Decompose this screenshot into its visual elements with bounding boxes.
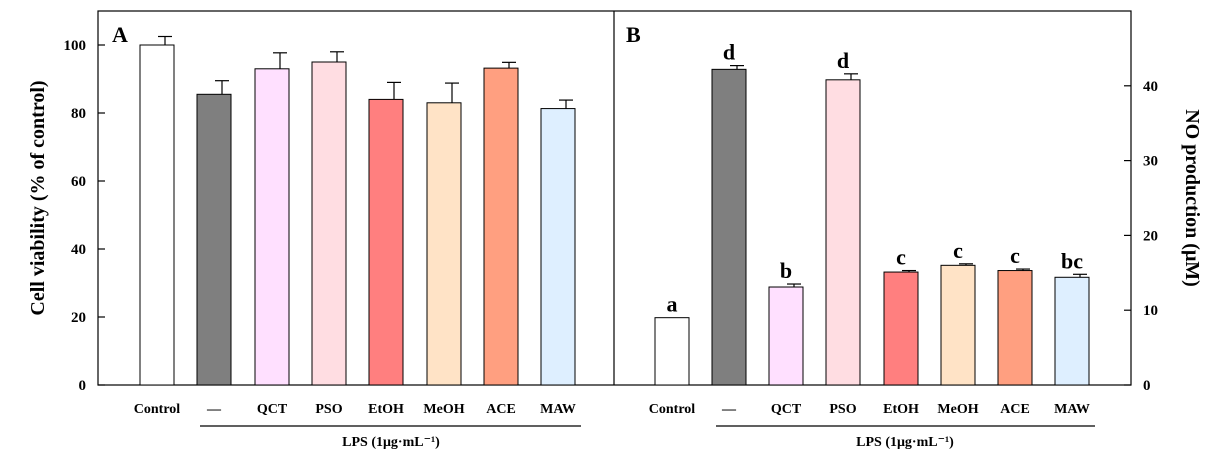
x-tick-label: MeOH — [423, 402, 464, 417]
y-tick-label: 0 — [79, 378, 87, 394]
y-tick-label: 30 — [1143, 154, 1158, 170]
y-axis-title-right: NO production (μM) — [1181, 109, 1203, 287]
x-tick-label: — — [721, 402, 737, 417]
significance-letter: c — [1010, 243, 1020, 268]
lps-label-b: LPS (1μg·mL⁻¹) — [856, 435, 954, 450]
significance-letter: d — [723, 40, 735, 65]
x-tick-label: PSO — [315, 402, 342, 417]
bar — [825, 79, 861, 386]
x-tick-label: Control — [649, 402, 696, 417]
y-tick-label: 10 — [1143, 303, 1158, 319]
significance-letter: c — [953, 238, 963, 263]
y-axis-title-left: Cell viability (% of control) — [27, 80, 49, 315]
panel-a-letter: A — [112, 22, 128, 47]
significance-letter: d — [837, 48, 849, 73]
x-tick-label: Control — [134, 402, 181, 417]
significance-letter: bc — [1061, 248, 1083, 273]
y-tick-label: 60 — [71, 174, 86, 190]
bar — [711, 68, 747, 386]
x-tick-label: EtOH — [368, 402, 404, 417]
bar — [1054, 276, 1090, 386]
bar — [483, 67, 519, 386]
significance-letter: c — [896, 245, 906, 270]
x-tick-label: ACE — [486, 402, 516, 417]
x-tick-label: MAW — [1054, 402, 1090, 417]
bar — [426, 102, 462, 386]
x-tick-label: — — [206, 402, 222, 417]
x-tick-label: QCT — [257, 402, 288, 417]
bar — [768, 286, 804, 386]
x-tick-label: EtOH — [883, 402, 919, 417]
y-tick-label: 80 — [71, 106, 86, 122]
bar — [311, 61, 347, 386]
panel-a-plot: 0 20 40 60 80 100 Control — QCT PSO EtOH MeOH ACE MAW — [64, 35, 581, 427]
y-tick-label: 20 — [71, 310, 86, 326]
bar — [139, 44, 175, 386]
x-tick-label: PSO — [829, 402, 856, 417]
bar — [997, 270, 1033, 386]
y-tick-label: 0 — [1143, 378, 1151, 394]
bar — [254, 68, 290, 386]
y-tick-label: 40 — [1143, 79, 1158, 95]
x-tick-label: ACE — [1000, 402, 1030, 417]
panel-b-plot: 0 10 20 30 40 a Control d — b QCT d PSO c EtOH c MeOH c AC… — [649, 40, 1158, 427]
x-tick-label: MeOH — [937, 402, 978, 417]
bar — [940, 264, 976, 386]
bar — [368, 98, 404, 386]
panel-b-letter: B — [626, 22, 641, 47]
significance-letter: a — [667, 292, 678, 317]
x-tick-label: QCT — [771, 402, 802, 417]
y-tick-label: 40 — [71, 242, 86, 258]
bar — [654, 317, 690, 386]
y-tick-label: 20 — [1143, 228, 1158, 244]
significance-letter: b — [780, 258, 792, 283]
bar — [196, 93, 232, 386]
y-tick-label: 100 — [64, 38, 87, 54]
bar — [883, 271, 919, 386]
lps-label-a: LPS (1μg·mL⁻¹) — [342, 435, 440, 450]
bar — [540, 108, 576, 386]
x-tick-label: MAW — [540, 402, 576, 417]
